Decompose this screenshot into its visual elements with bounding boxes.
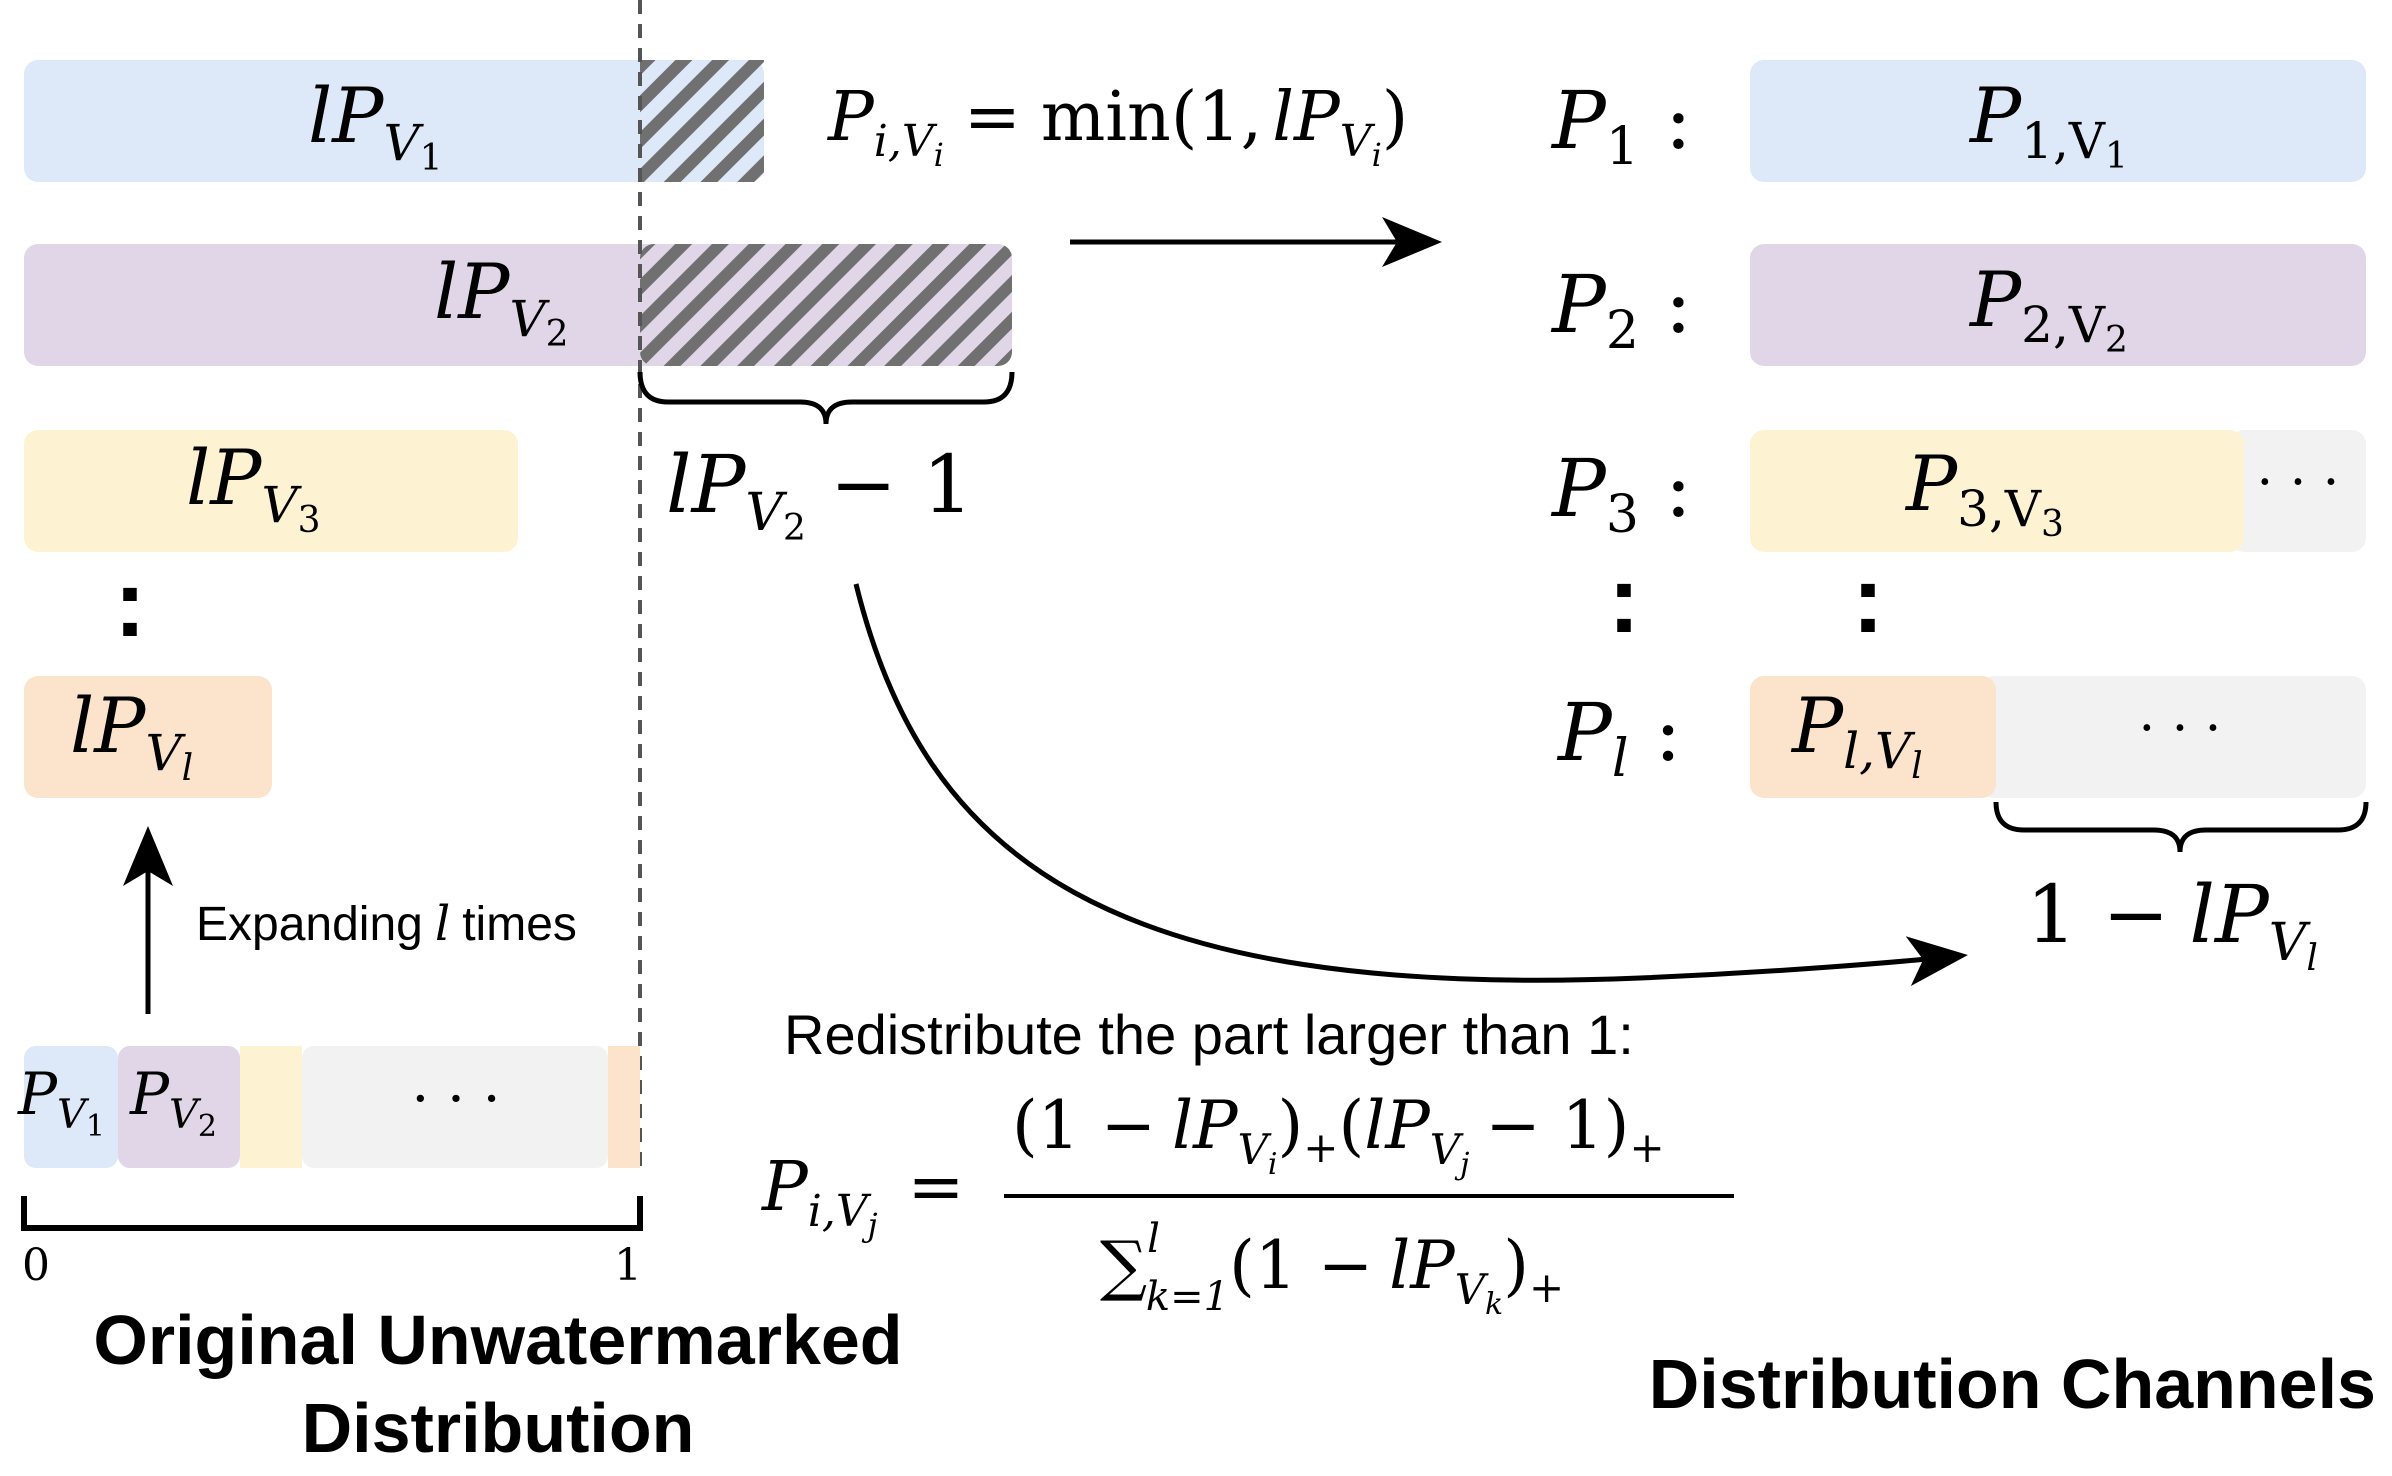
cell-p3-ellipsis: · · · xyxy=(2257,453,2340,513)
title-channels: Distribution Channels xyxy=(1649,1345,2376,1423)
label-remainder: 1 − lPVl xyxy=(2026,868,2318,979)
title-original-2: Distribution xyxy=(302,1389,695,1467)
channel-bar-l-rest xyxy=(1980,676,2366,798)
cell-p1v1: P1,V1 xyxy=(1968,71,2128,177)
cell-p3v3: P3,V3 xyxy=(1904,439,2064,545)
brace-excess xyxy=(637,371,1015,425)
orig-seg-v1 xyxy=(24,1046,118,1168)
bar-lpvl xyxy=(24,676,272,798)
cell-plvl: Pl,Vl xyxy=(1790,681,1923,787)
bar-lpv1-excess xyxy=(640,60,764,182)
label-pv1: PV1 xyxy=(17,1060,105,1144)
vdots-left: : xyxy=(114,550,146,657)
unit-axis xyxy=(21,1196,643,1231)
axis-1: 1 xyxy=(614,1240,642,1291)
channel-label-1: P1: xyxy=(1550,74,1692,177)
cell-pl-ellipsis: · · · xyxy=(2139,699,2222,759)
channel-label-3: P3: xyxy=(1550,442,1692,545)
label-pv2: PV2 xyxy=(129,1060,217,1144)
arrow-redistribute xyxy=(853,583,1968,987)
orig-seg-vl xyxy=(608,1046,640,1168)
title-original-1: Original Unwatermarked xyxy=(93,1301,902,1379)
label-lpv3: lPV3 xyxy=(186,433,320,541)
bar-lpv2-excess xyxy=(640,244,1012,366)
bar-lpv3 xyxy=(24,430,518,552)
bar-lpv1 xyxy=(24,60,764,182)
channel-label-l: Pl: xyxy=(1556,686,1681,789)
orig-seg-v3 xyxy=(240,1046,302,1168)
channel-bar-3 xyxy=(1750,430,2244,552)
label-expand: Expanding l times xyxy=(196,896,577,952)
axis-0: 0 xyxy=(22,1240,50,1291)
label-orig-ellipsis: · · · xyxy=(411,1067,500,1132)
brace-remainder xyxy=(1993,801,2369,853)
formula-min: Pi,Vi = min(1, lPVi) xyxy=(826,78,1408,174)
channel-bar-3-rest xyxy=(2230,430,2366,552)
vdots-right-labels: : xyxy=(1608,546,1640,653)
orig-seg-rest xyxy=(302,1046,608,1168)
redistribute-denominator: ∑l k=1(1 − lPVk)+ xyxy=(1100,1216,1564,1322)
label-lpv2: lPV2 xyxy=(434,247,568,355)
label-lpvl: lPVl xyxy=(70,681,193,789)
redistribute-lhs: Pi,Vj = xyxy=(760,1148,965,1244)
orig-seg-v2 xyxy=(118,1046,240,1168)
label-excess: lPV2− 1 xyxy=(666,438,973,549)
redistribute-numerator: (1 − lPVi)+(lPVj− 1)+ xyxy=(1012,1087,1665,1182)
cell-p2v2: P2,V2 xyxy=(1968,255,2128,361)
channel-bar-2 xyxy=(1750,244,2366,366)
channel-bar-1 xyxy=(1750,60,2366,182)
channel-bar-l xyxy=(1750,676,1996,798)
label-lpv1: lPV1 xyxy=(308,71,442,179)
channel-label-2: P2: xyxy=(1550,258,1692,361)
vdots-right-cells: : xyxy=(1852,546,1884,653)
redistribute-caption: Redistribute the part larger than 1: xyxy=(784,1003,1634,1066)
